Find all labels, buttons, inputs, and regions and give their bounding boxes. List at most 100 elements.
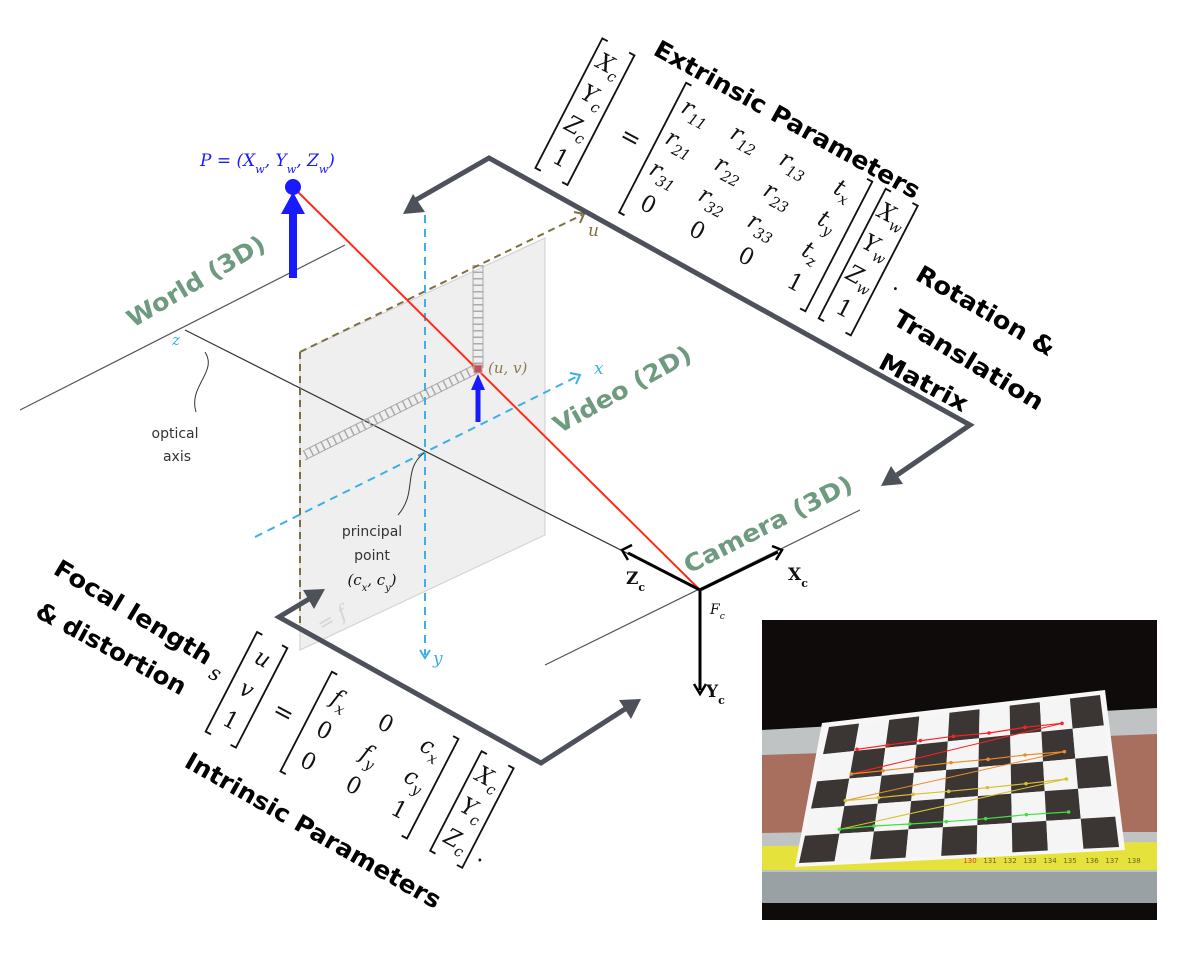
extrinsic-equals: = [615,119,647,155]
checker-square [805,806,845,836]
lhs-vector-entry: u [250,644,275,674]
math-base: v [235,675,258,705]
math-subscript: w [319,163,329,176]
camera-x-label: Xc [788,565,808,590]
x-axis-label: x [594,359,604,379]
corner-point [1024,781,1028,786]
math-base: 0 [636,190,661,220]
matrix-entry: cy [398,763,431,800]
checker-square [1069,695,1104,729]
math-base: P = (X [199,151,256,171]
vector-right-bracket [845,202,919,337]
lhs-vector-entry: Yc [575,79,609,117]
projection-ray [292,186,701,591]
checker-square [799,833,840,863]
intrinsic-connector-arrow [274,589,641,766]
checker-square [1010,761,1045,794]
math-subscript: c [718,694,725,707]
math-base: Z [626,569,638,589]
math-base: 0 [734,242,759,272]
intrinsic-scale: s [205,660,225,687]
math-subscript: w [287,163,297,176]
corner-point [849,772,854,776]
camera-z-axis [627,551,701,592]
image-point-arrowhead-icon [471,374,485,390]
matrix-entry: 0 [312,716,337,746]
corner-point [837,827,842,832]
math-base: ) [390,571,397,589]
x-axis-arrowhead-icon [569,372,582,385]
optical-axis-pointer [194,351,209,413]
ruler-label: 138 [1127,857,1140,865]
math-base: 0 [296,747,321,777]
matrix-entry: cx [414,732,447,769]
camera-z-arrowhead-icon [620,543,633,561]
matrix-entry: 0 [296,747,321,777]
corner-link-line [839,778,1067,830]
photo-rail-lower [762,872,1157,903]
checker-square [979,705,1011,739]
corner-point [944,819,949,824]
intrinsic-arrow-line [274,596,627,766]
math-base: , c [367,571,386,589]
arrowhead-to-photo-icon [619,699,641,719]
corner-point [951,734,956,739]
corner-point [946,789,951,794]
corner-point [907,822,912,826]
x-axis [254,375,579,538]
extrinsic-connector-arrow [403,155,975,486]
ruler-label: 132 [1003,857,1016,865]
world-point-arrowhead-icon [281,192,305,214]
camera-x-arrowhead-icon [771,544,784,561]
checker-square [854,719,890,751]
u-axis [299,214,583,353]
corner-point [872,824,876,828]
matrix-left-bracket [279,670,338,775]
checker-square [823,723,860,755]
corner-point [1024,812,1029,817]
u-axis-arrowhead-icon [573,211,586,224]
image-point-uv [473,364,483,374]
corner-point [855,747,859,752]
checker-square [908,798,945,830]
extrinsic-dot: · [886,276,904,303]
ruler-labels: 130 131 132 133 134 135 136 137 138 [963,857,1140,865]
ruler-label: 130 [963,857,976,865]
checker-square [1078,786,1116,819]
lhs-vector-entry: 1 [218,706,243,736]
math-base: (c [347,571,362,589]
principal-point-coords: (cx, cy) [347,571,396,594]
principal-point-label-line2: point [354,548,390,564]
strip-edge [304,373,477,461]
matrix-entry: 0 [636,190,661,220]
corner-point [918,738,923,743]
matrix-entry: 0 [341,771,366,801]
lhs-right-bracket [230,644,289,749]
y-axis-arrowhead-icon [419,649,431,660]
strip-edge [304,363,477,451]
math-subscript: c [801,577,808,590]
detected-corners [837,721,1071,832]
checker-square [941,825,978,856]
corner-point [885,743,890,747]
checker-square [1009,702,1042,735]
lhs-vector-entry: 1 [548,143,573,173]
math-base: 0 [685,216,710,246]
math-base: , Z [296,151,320,171]
matrix-entry: 0 [685,216,710,246]
matrix-right-bracket [401,735,460,840]
vector-right-bracket [456,764,515,870]
math-base: Y [705,682,719,702]
corner-point [983,816,988,821]
camera-x-axis [699,550,779,592]
u-axis-label: u [588,221,599,241]
matrix-entry: fy [353,739,384,775]
matrix-entry: 0 [734,242,759,272]
matrix-entry: fx [323,683,354,719]
checker-square [885,716,920,748]
world-point-label: P = (Xw, Yw, Zw) [199,151,335,176]
pixel-grid-strip-vertical [472,265,484,368]
camera-z-label: Zc [626,569,645,594]
checker-square [1010,731,1044,765]
